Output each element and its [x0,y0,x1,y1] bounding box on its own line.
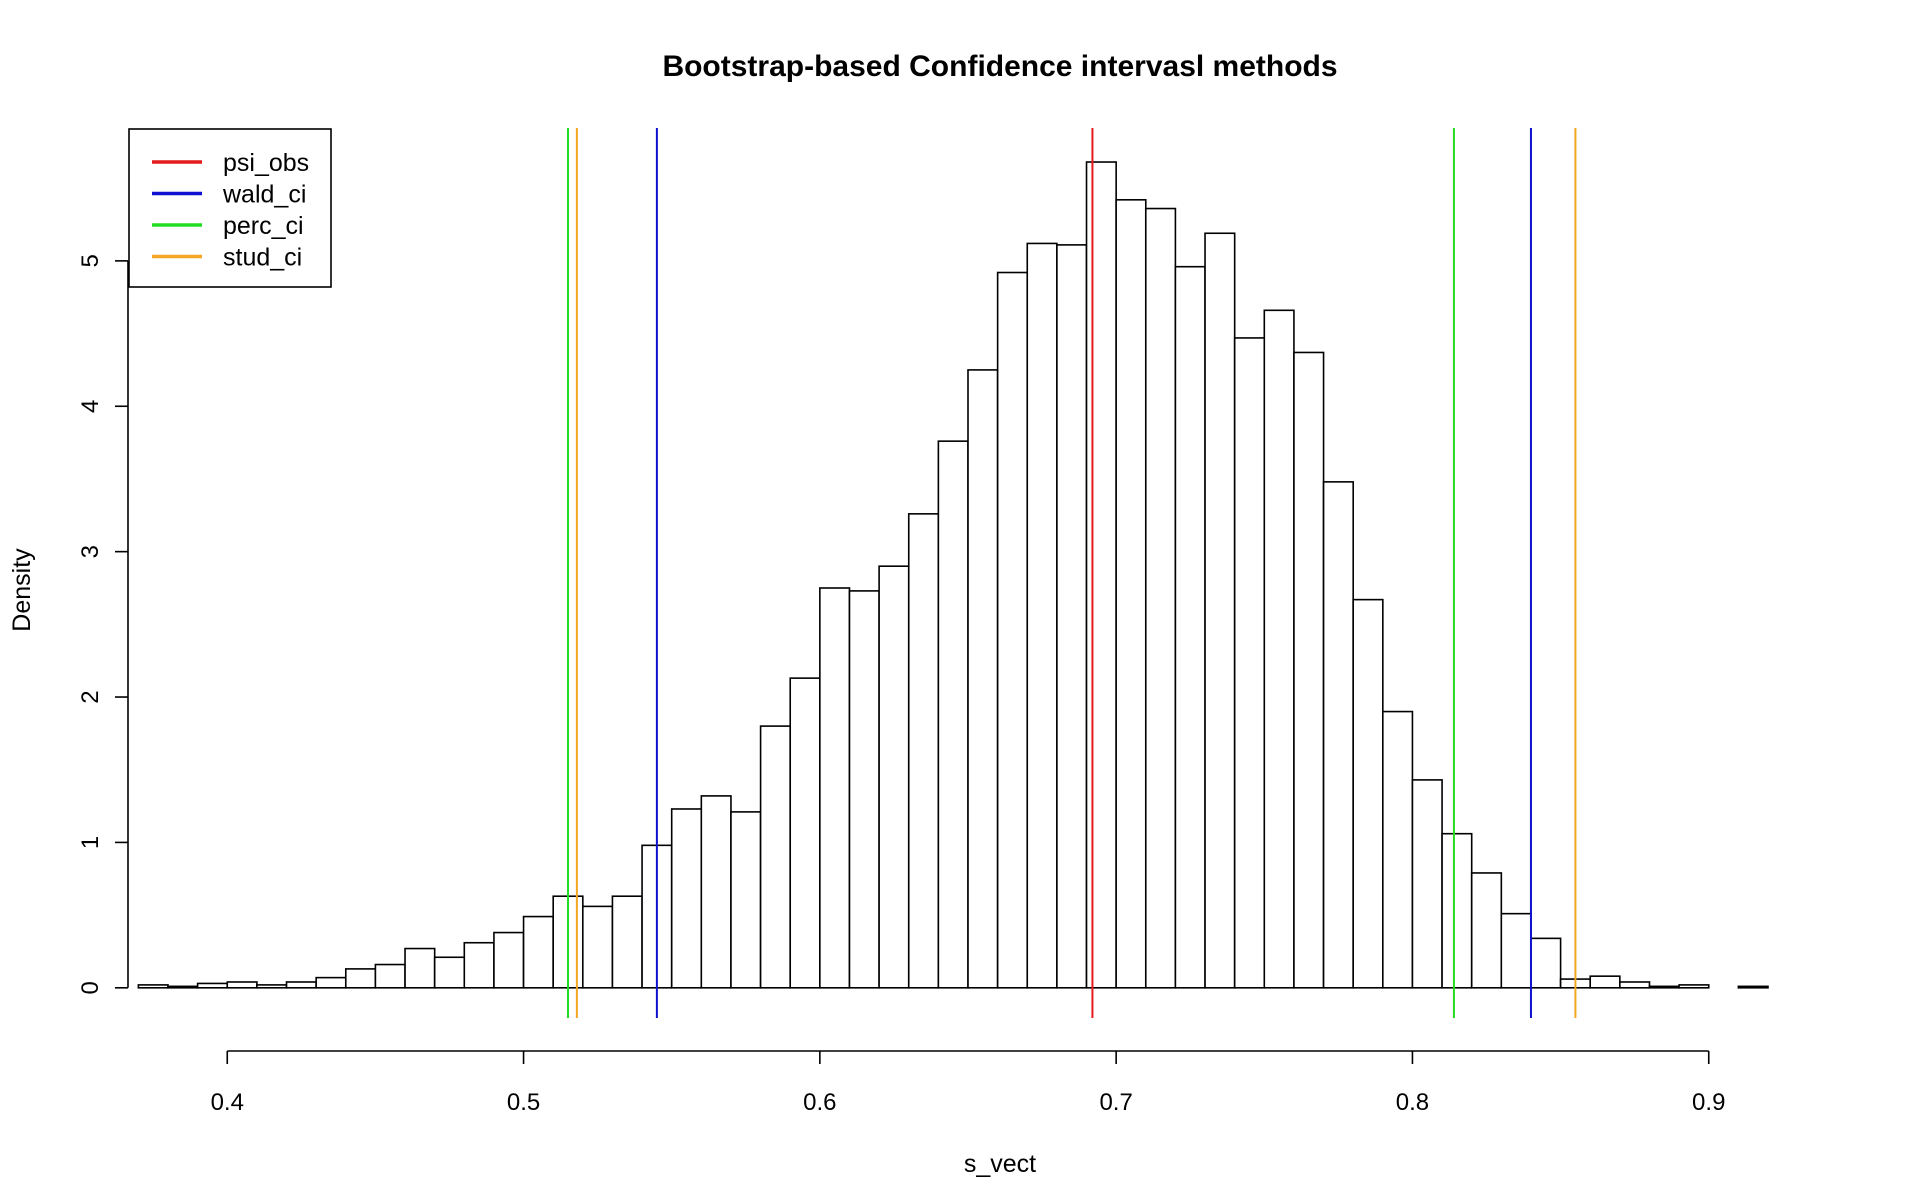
histogram-bar [759,725,792,989]
histogram-bar [433,956,466,989]
histogram-bar [522,915,554,989]
y-tick-label: 2 [77,690,104,703]
histogram-bar [1085,161,1117,989]
histogram-bar [1322,481,1354,989]
histogram-bar [789,677,821,989]
histogram-bar [1233,337,1266,989]
histogram-bar [1263,309,1295,989]
histogram-bar [344,968,377,989]
legend-label: perc_ci [223,212,304,240]
legend-label: stud_ci [223,244,302,272]
histogram-bar [937,440,969,989]
histogram-bar [1144,207,1177,989]
y-tick-label: 5 [77,254,104,267]
y-tick-label: 3 [77,545,104,558]
histogram-bar [1441,832,1473,989]
histogram-bar [1530,937,1562,989]
histogram-bar [967,369,999,989]
histogram-bar [1648,985,1680,989]
histogram-bar [582,905,614,989]
histogram-bar [819,587,851,989]
histogram-bar [285,981,317,989]
y-axis-label: Density [8,548,36,632]
histogram-bar [1174,265,1206,989]
histogram-bar [167,985,199,989]
histogram-bar [1470,872,1503,989]
histogram-bar [315,976,347,989]
histogram-bar [996,271,1029,989]
histogram-bar [1500,912,1532,989]
histogram-bar [1204,232,1236,989]
histogram-bar [1619,981,1651,989]
histogram-bar [1678,984,1710,989]
histogram-bar [374,963,406,989]
histogram-bar [404,947,436,989]
histogram-bar [1382,710,1414,989]
x-tick-label: 0.6 [803,1089,836,1116]
histogram-bar [878,565,910,989]
histogram-bar [1352,598,1384,989]
histogram-bar [1026,242,1058,989]
chart-title: Bootstrap-based Confidence intervasl met… [662,50,1337,83]
legend: psi_obs wald_ci perc_ci stud_ci [128,128,332,288]
y-tick-label: 1 [77,836,104,849]
x-tick-label: 0.4 [211,1089,244,1116]
histogram-bar [907,513,940,989]
x-axis-label: s_vect [964,1150,1036,1178]
histogram-bar [670,808,703,989]
legend-box [128,128,332,288]
histogram-bar [1411,779,1443,989]
y-tick-label: 0 [77,981,104,994]
histogram-bar [226,981,258,989]
histogram-bar [493,931,525,989]
y-tick-label: 4 [77,400,104,413]
x-tick-label: 0.5 [507,1089,540,1116]
histogram-bars [137,161,1769,989]
y-axis: 0 1 2 3 4 5 [77,254,129,994]
x-tick-label: 0.7 [1099,1089,1132,1116]
reference-lines [567,128,1577,1018]
histogram-bar [730,811,762,989]
x-axis: 0.4 0.5 0.6 0.7 0.8 0.9 [211,1050,1725,1116]
histogram-bar [1056,244,1088,989]
x-tick-label: 0.8 [1396,1089,1429,1116]
histogram-bar [1115,199,1147,989]
histogram-bar [848,590,880,989]
legend-label: psi_obs [223,149,309,177]
histogram-bar [1589,975,1621,989]
histogram-bar [256,984,288,989]
histogram-bar [1293,351,1325,989]
histogram-bar [463,941,495,989]
histogram-bar [700,795,732,989]
legend-label: wald_ci [222,181,306,209]
x-tick-label: 0.9 [1692,1089,1725,1116]
histogram-bar [1737,985,1769,989]
histogram-bar [137,984,169,989]
histogram-bar [196,982,229,989]
histogram-bar [611,895,643,989]
